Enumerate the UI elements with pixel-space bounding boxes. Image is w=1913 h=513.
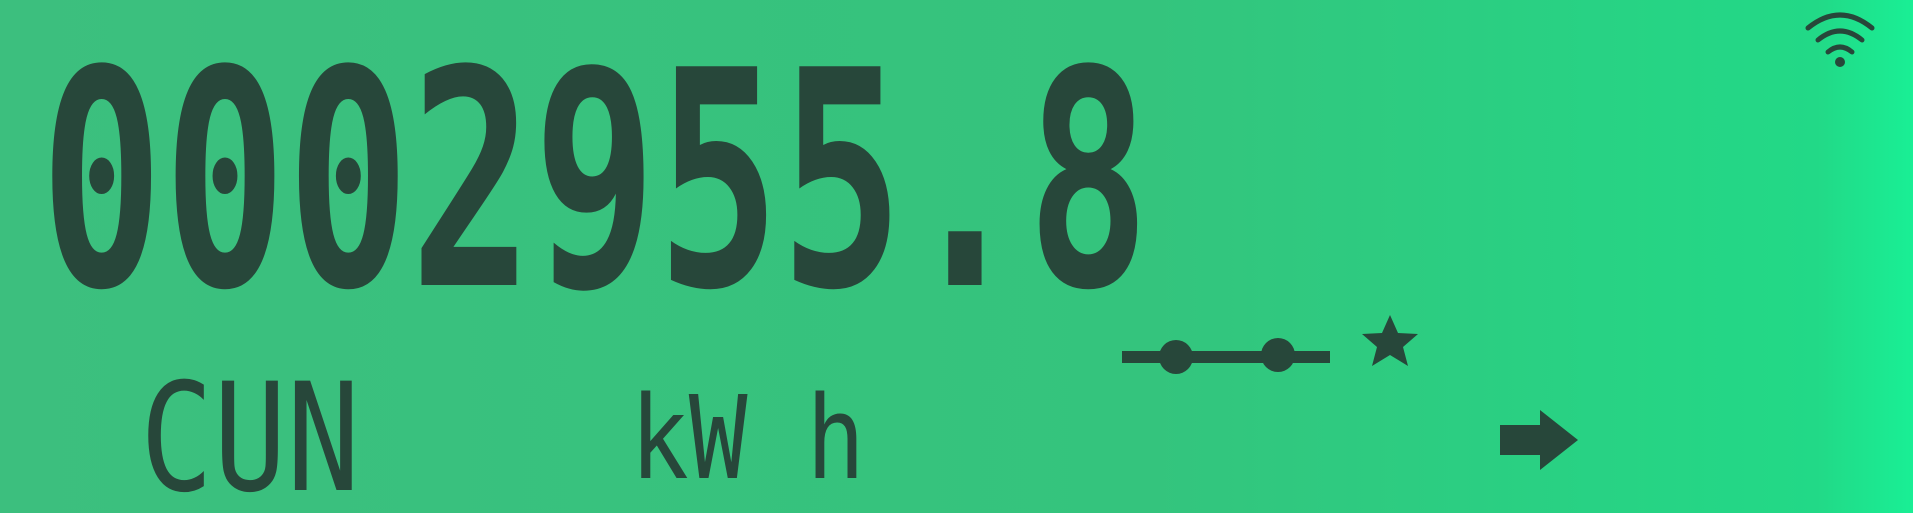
signal-icon: [1805, 12, 1875, 55]
meter-reading: 0002955.8: [40, 7, 1150, 356]
mode-label: CUN: [140, 352, 360, 513]
star-icon: [1362, 315, 1418, 366]
indicator-line: [1122, 338, 1330, 374]
arrow-icon: [1500, 410, 1578, 470]
signal-dot: [1835, 57, 1845, 67]
unit-label: kW h: [630, 372, 865, 506]
